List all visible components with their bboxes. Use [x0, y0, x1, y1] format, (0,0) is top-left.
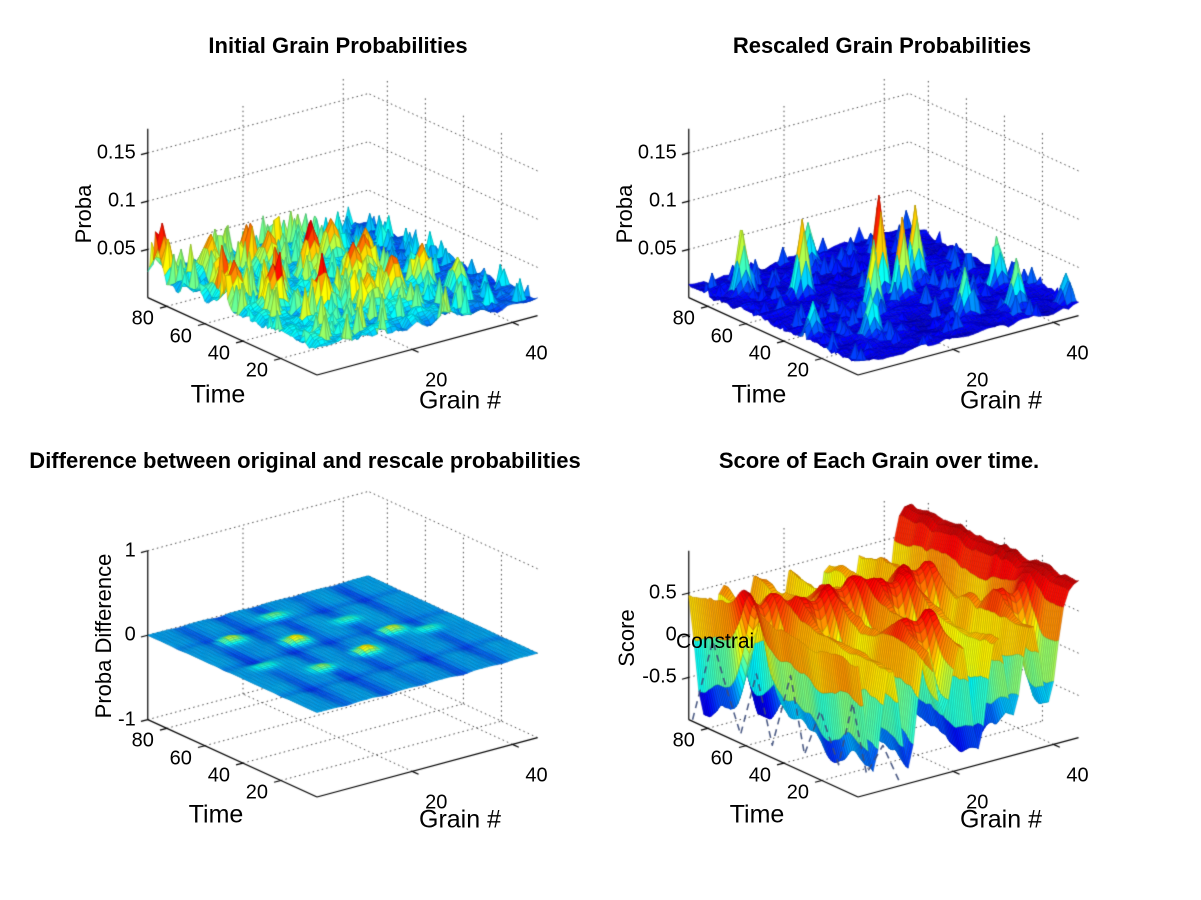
- x-tick-label: 40: [525, 342, 548, 365]
- y-tick-label: 60: [710, 747, 733, 770]
- subplot4-zaxis-label: Score: [614, 609, 639, 667]
- x-tick-label: 40: [525, 764, 548, 787]
- y-tick-label: 40: [748, 342, 771, 365]
- z-tick-label: -0.5: [642, 665, 677, 688]
- z-tick-label: 1: [124, 539, 136, 562]
- x-tick-label: 20: [425, 369, 448, 392]
- z-tick-label: -1: [117, 708, 136, 731]
- x-tick-label: 20: [966, 791, 989, 814]
- subplot1-title: Initial Grain Probabilities: [208, 33, 468, 58]
- y-tick-label: 80: [672, 729, 695, 752]
- x-tick-label: 20: [966, 369, 989, 392]
- y-tick-label: 80: [131, 307, 154, 330]
- subplot2-yaxis-label: Time: [731, 380, 787, 409]
- y-tick-label: 20: [245, 781, 268, 804]
- y-tick-label: 40: [748, 764, 771, 787]
- z-tick-label: 0: [124, 623, 136, 646]
- z-tick-label: 0.05: [637, 237, 677, 260]
- subplot2-zaxis-label: Proba: [612, 184, 637, 244]
- y-tick-label: 80: [131, 729, 154, 752]
- y-tick-label: 20: [786, 781, 809, 804]
- subplot4-xaxis-label: Grain #: [960, 805, 1042, 834]
- subplot1-xaxis-label: Grain #: [419, 386, 501, 415]
- x-tick-label: 40: [1066, 764, 1089, 787]
- subplot2-title: Rescaled Grain Probabilities: [732, 33, 1032, 58]
- constraint-annotation: Constrai: [676, 630, 755, 653]
- subplot4-yaxis-label: Time: [729, 800, 785, 829]
- y-tick-label: 60: [710, 325, 733, 348]
- y-tick-label: 20: [245, 359, 268, 382]
- y-tick-label: 40: [207, 764, 230, 787]
- x-tick-label: 40: [1066, 342, 1089, 365]
- z-tick-label: 0.1: [107, 189, 136, 212]
- subplot4-title: Score of Each Grain over time.: [718, 448, 1040, 473]
- z-tick-label: 0.5: [648, 581, 677, 604]
- z-tick-label: 0.1: [648, 189, 677, 212]
- x-tick-label: 20: [425, 791, 448, 814]
- y-tick-label: 40: [207, 342, 230, 365]
- y-tick-label: 20: [786, 359, 809, 382]
- subplot3-yaxis-label: Time: [188, 800, 244, 829]
- subplot3-title: Difference between original and rescale …: [29, 448, 581, 473]
- subplot1-yaxis-label: Time: [190, 380, 246, 409]
- subplot3-xaxis-label: Grain #: [419, 805, 501, 834]
- z-tick-label: 0: [665, 623, 677, 646]
- subplot1-zaxis-label: Proba: [71, 184, 96, 244]
- subplot3-zaxis-label: Proba Difference: [91, 553, 116, 719]
- y-tick-label: 60: [169, 325, 192, 348]
- y-tick-label: 80: [672, 307, 695, 330]
- z-tick-label: 0.05: [96, 237, 136, 260]
- z-tick-label: 0.15: [637, 141, 677, 164]
- z-tick-label: 0.15: [96, 141, 136, 164]
- subplot2-xaxis-label: Grain #: [960, 386, 1042, 415]
- y-tick-label: 60: [169, 747, 192, 770]
